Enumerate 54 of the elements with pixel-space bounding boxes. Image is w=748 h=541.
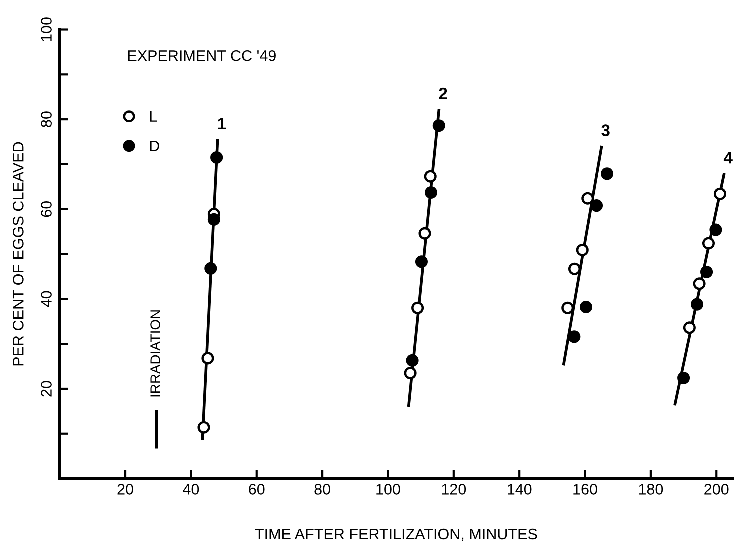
point bbox=[580, 300, 593, 314]
x-tick-label: 180 bbox=[639, 484, 664, 495]
x-tick-label: 140 bbox=[508, 484, 532, 495]
x-tick-label: 200 bbox=[704, 484, 729, 495]
point bbox=[412, 302, 424, 314]
point bbox=[678, 372, 690, 384]
point bbox=[424, 170, 437, 183]
point bbox=[424, 186, 438, 200]
point bbox=[700, 266, 714, 278]
point bbox=[406, 354, 419, 367]
point bbox=[418, 227, 432, 240]
ref-line-label: IRRADIATION bbox=[150, 310, 160, 397]
point bbox=[710, 224, 722, 236]
x-tick-label: 20 bbox=[118, 484, 134, 495]
point bbox=[683, 322, 696, 334]
y-tick-label: 60 bbox=[41, 201, 52, 218]
point bbox=[204, 262, 218, 275]
point bbox=[714, 188, 726, 200]
x-tick-label: 120 bbox=[442, 484, 466, 495]
y-tick-label: 100 bbox=[41, 18, 52, 42]
point bbox=[601, 168, 614, 180]
annotation: 4 bbox=[724, 152, 733, 164]
point bbox=[693, 278, 706, 290]
point bbox=[590, 200, 604, 212]
y-tick-label: 40 bbox=[41, 291, 52, 308]
point bbox=[562, 302, 574, 314]
x-tick-label: 100 bbox=[376, 484, 400, 495]
y-tick-label: 20 bbox=[41, 381, 52, 397]
point bbox=[568, 262, 582, 276]
point bbox=[404, 367, 417, 380]
point bbox=[198, 421, 210, 434]
point bbox=[568, 330, 581, 344]
annotation: 3 bbox=[602, 124, 610, 136]
point bbox=[432, 120, 446, 132]
x-axis-title: TIME AFTER FERTILIZATION, MINUTES bbox=[255, 528, 538, 541]
x-tick-label: 160 bbox=[574, 484, 598, 495]
x-tick-label: 80 bbox=[314, 484, 330, 495]
x-tick-label: 60 bbox=[249, 484, 265, 495]
point bbox=[210, 151, 224, 164]
point bbox=[576, 244, 589, 256]
point bbox=[208, 213, 220, 226]
x-tick-label: 40 bbox=[183, 484, 200, 495]
y-tick-label: 80 bbox=[41, 112, 52, 128]
point bbox=[690, 298, 704, 311]
point bbox=[202, 352, 214, 365]
text: EXPERIMENT CC '49 bbox=[128, 50, 276, 62]
point bbox=[582, 192, 594, 205]
y-axis-title: PER CENT OF EGGS CLEAVED bbox=[13, 142, 24, 366]
legend-label: L bbox=[150, 111, 158, 122]
annotation: 2 bbox=[439, 88, 448, 100]
point bbox=[415, 256, 428, 268]
legend-label: D bbox=[150, 140, 160, 152]
annotation: 1 bbox=[218, 118, 226, 130]
point bbox=[702, 237, 715, 250]
